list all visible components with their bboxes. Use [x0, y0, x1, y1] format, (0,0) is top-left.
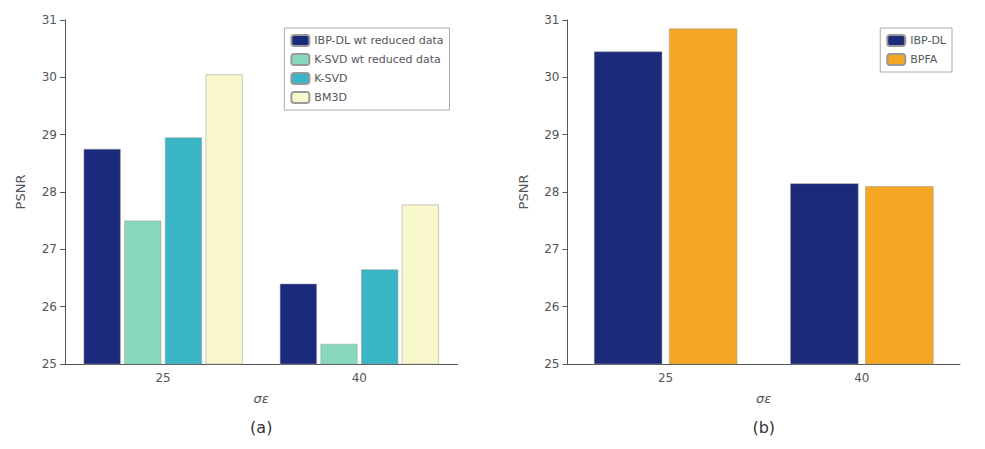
svg-text:27: 27: [42, 242, 57, 256]
svg-text:30: 30: [42, 70, 57, 84]
svg-text:31: 31: [42, 13, 57, 27]
svg-text:25: 25: [658, 371, 673, 385]
svg-text:BPFA: BPFA: [910, 53, 937, 66]
svg-text:25: 25: [544, 357, 559, 371]
svg-text:(b): (b): [752, 418, 775, 437]
svg-text:25: 25: [42, 357, 57, 371]
svg-text:PSNR: PSNR: [13, 175, 28, 210]
svg-text:29: 29: [544, 128, 559, 142]
svg-text:BM3D: BM3D: [314, 91, 347, 104]
svg-text:K-SVD: K-SVD: [314, 72, 347, 85]
svg-text:28: 28: [544, 185, 559, 199]
svg-text:σε: σε: [254, 391, 269, 406]
svg-text:IBP-DL wt reduced data: IBP-DL wt reduced data: [314, 34, 443, 47]
svg-text:K-SVD wt reduced data: K-SVD wt reduced data: [314, 53, 440, 66]
svg-text:IBP-DL: IBP-DL: [910, 34, 947, 47]
svg-text:40: 40: [854, 371, 869, 385]
svg-text:(a): (a): [250, 418, 272, 437]
svg-text:25: 25: [155, 371, 170, 385]
svg-text:29: 29: [42, 128, 57, 142]
svg-text:26: 26: [42, 300, 57, 314]
svg-text:28: 28: [42, 185, 57, 199]
svg-text:31: 31: [544, 13, 559, 27]
svg-text:40: 40: [352, 371, 367, 385]
svg-text:PSNR: PSNR: [516, 175, 531, 210]
svg-text:σε: σε: [756, 391, 771, 406]
svg-text:26: 26: [544, 300, 559, 314]
svg-text:27: 27: [544, 242, 559, 256]
svg-text:30: 30: [544, 70, 559, 84]
